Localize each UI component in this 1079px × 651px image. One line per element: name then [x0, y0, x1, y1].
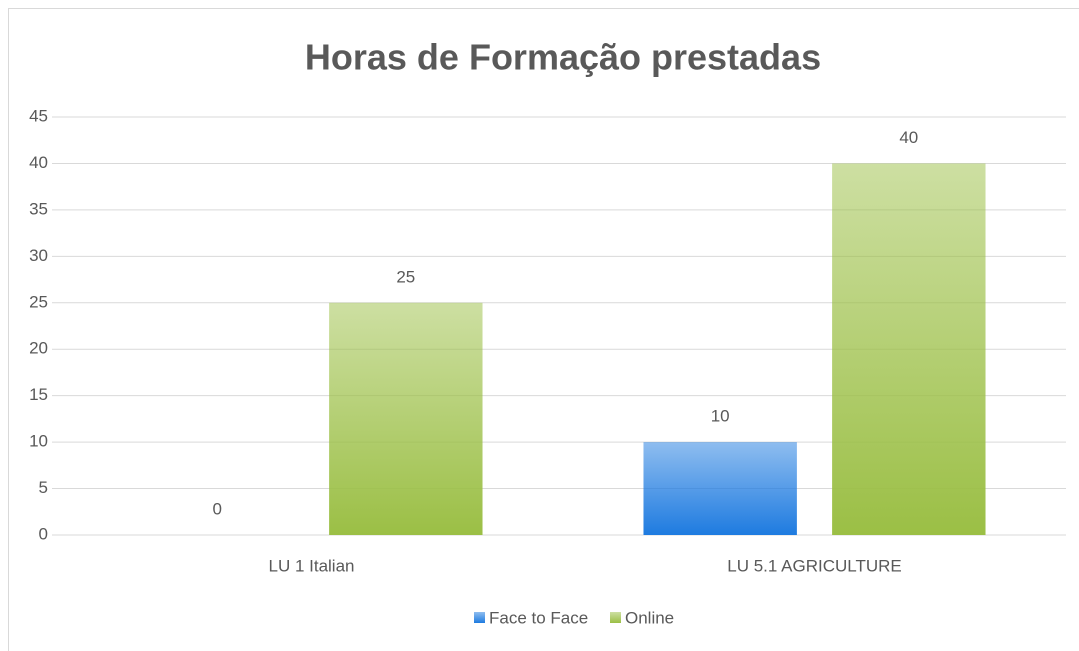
y-tick-label: 10: [29, 432, 48, 451]
y-tick-label: 0: [39, 524, 48, 543]
legend-label: Face to Face: [489, 608, 588, 627]
chart-title: Horas de Formação prestadas: [305, 37, 821, 78]
data-label: 0: [212, 499, 221, 518]
bar: [329, 302, 483, 535]
bar: [643, 442, 797, 535]
x-tick-label: LU 5.1 AGRICULTURE: [727, 556, 901, 575]
data-label: 10: [711, 407, 730, 426]
y-tick-label: 40: [29, 153, 48, 172]
y-tick-label: 45: [29, 106, 48, 125]
legend-swatch: [474, 612, 485, 623]
data-label: 25: [396, 267, 415, 286]
x-tick-label: LU 1 Italian: [269, 556, 355, 575]
bar: [832, 163, 986, 535]
y-tick-label: 25: [29, 292, 48, 311]
data-label: 40: [899, 128, 918, 147]
y-tick-label: 5: [39, 478, 48, 497]
y-tick-label: 30: [29, 246, 48, 265]
y-tick-label: 20: [29, 339, 48, 358]
y-tick-label: 15: [29, 385, 48, 404]
legend-label: Online: [625, 608, 674, 627]
legend-swatch: [610, 612, 621, 623]
y-tick-label: 35: [29, 199, 48, 218]
